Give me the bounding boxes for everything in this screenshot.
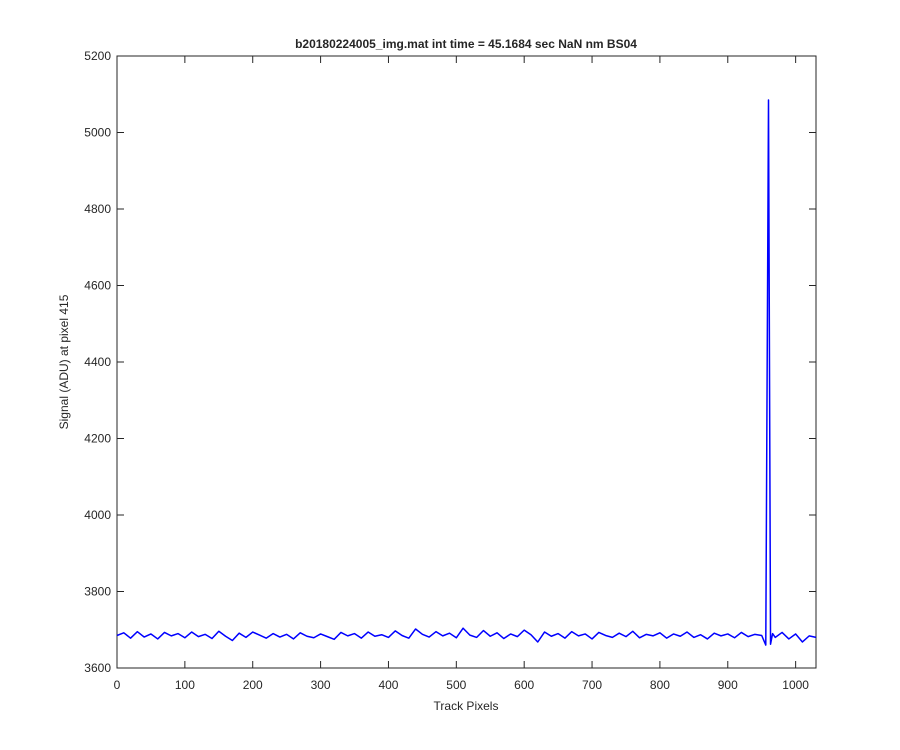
x-tick-label: 900 bbox=[718, 678, 738, 692]
y-tick-label: 3800 bbox=[84, 585, 111, 599]
plot-box bbox=[116, 55, 817, 669]
x-tick-label: 600 bbox=[514, 678, 534, 692]
y-tick-label: 4600 bbox=[84, 279, 111, 293]
x-tick-label: 800 bbox=[650, 678, 670, 692]
x-tick-label: 200 bbox=[243, 678, 263, 692]
x-tick-label: 500 bbox=[446, 678, 466, 692]
x-tick-label: 300 bbox=[311, 678, 331, 692]
x-tick-label: 1000 bbox=[782, 678, 809, 692]
y-tick-label: 4200 bbox=[84, 432, 111, 446]
y-tick-label: 4000 bbox=[84, 508, 111, 522]
x-tick-label: 0 bbox=[114, 678, 121, 692]
y-tick-label: 4800 bbox=[84, 202, 111, 216]
y-tick-label: 3600 bbox=[84, 661, 111, 675]
y-axis-label: Signal (ADU) at pixel 415 bbox=[57, 294, 71, 429]
x-axis-label: Track Pixels bbox=[434, 699, 499, 713]
y-tick-label: 5200 bbox=[84, 49, 111, 63]
chart-title: b20180224005_img.mat int time = 45.1684 … bbox=[295, 37, 637, 51]
y-tick-label: 5000 bbox=[84, 126, 111, 140]
x-tick-label: 700 bbox=[582, 678, 602, 692]
data-line bbox=[116, 99, 817, 646]
x-tick-label: 100 bbox=[175, 678, 195, 692]
x-tick-label: 400 bbox=[378, 678, 398, 692]
y-tick-label: 4400 bbox=[84, 355, 111, 369]
